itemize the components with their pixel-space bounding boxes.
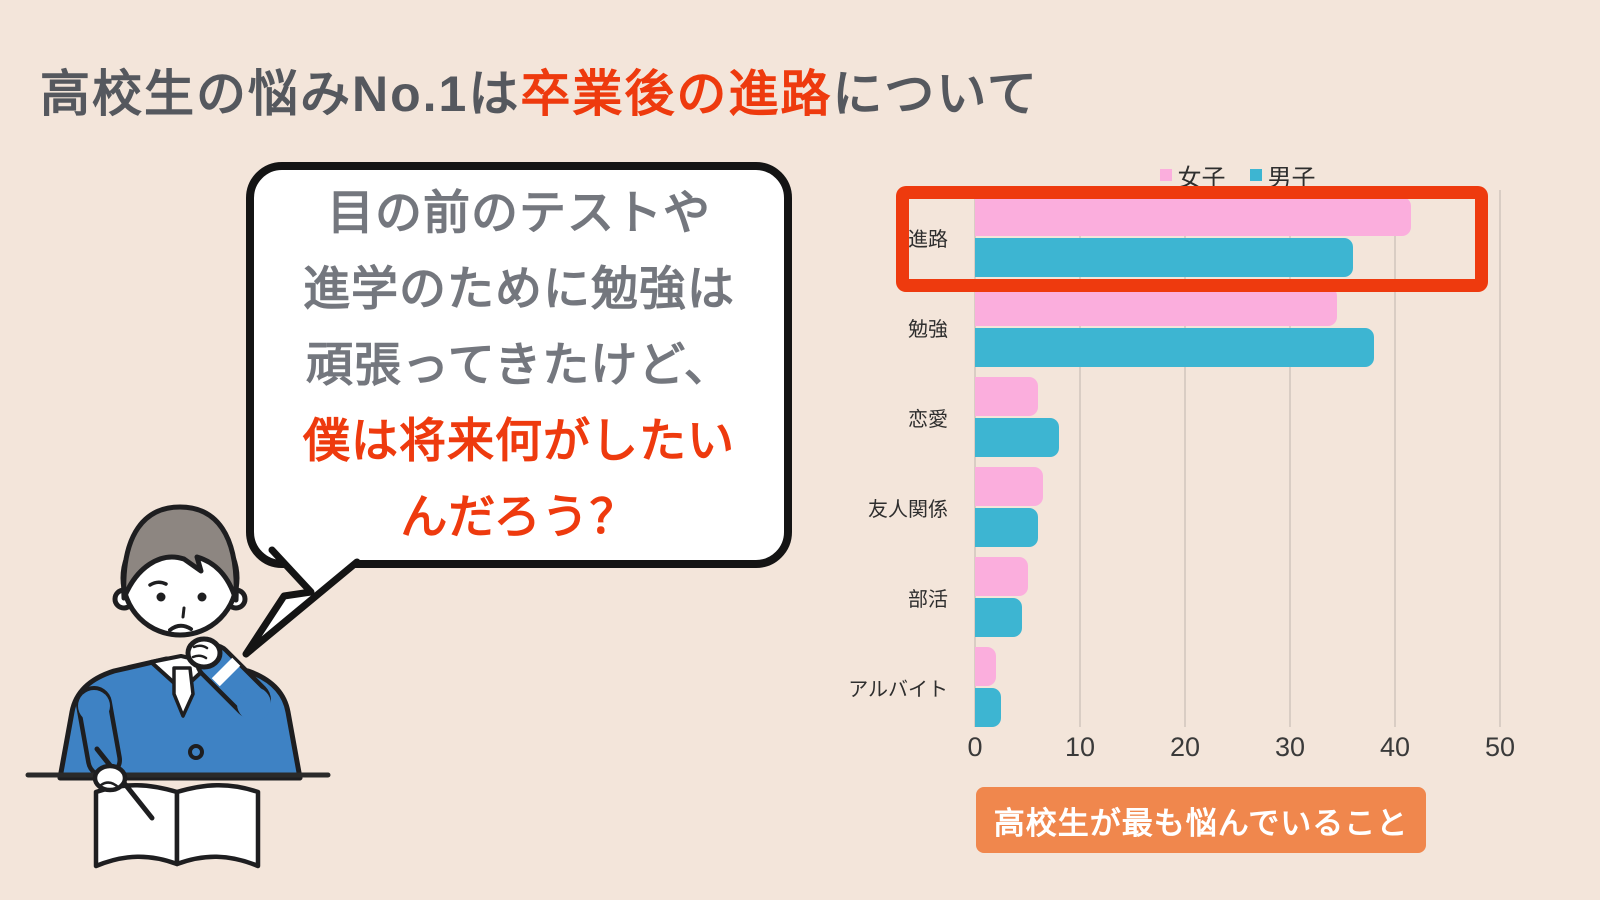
- x-tick-label: 40: [1379, 732, 1411, 762]
- caption-badge-label: 高校生が最も悩んでいること: [993, 805, 1409, 841]
- eye-right: [197, 592, 207, 602]
- gridline: [1079, 190, 1081, 727]
- speech-bubble-tail: [242, 546, 361, 658]
- bar-女子: [975, 377, 1038, 416]
- x-axis: 0 10 20 30 40 50: [967, 732, 1515, 766]
- gridline: [1394, 190, 1396, 727]
- x-tick-label: 0: [967, 732, 983, 762]
- bubble-line: 進学のために勉強は: [303, 262, 735, 315]
- title-suffix: について: [832, 65, 1039, 122]
- bar-group: [975, 287, 1500, 367]
- jacket-button: [188, 744, 204, 760]
- bar-女子: [975, 557, 1028, 596]
- bar-女子: [975, 647, 996, 686]
- girls-swatch-icon: [1159, 169, 1172, 181]
- gridline: [974, 190, 976, 727]
- x-tick-label: 50: [1484, 732, 1516, 762]
- eyebrow: [148, 580, 168, 587]
- fist-fingers: [191, 644, 209, 660]
- bar-男子: [975, 508, 1038, 547]
- category-label: 友人関係: [868, 498, 948, 521]
- plot-area: [974, 190, 1501, 727]
- caption-badge: 高校生が最も悩んでいること: [976, 787, 1426, 853]
- category-label: 進路: [908, 228, 948, 251]
- title-highlight: 卒業後の進路: [520, 65, 833, 122]
- bar-女子: [975, 197, 1411, 236]
- bar-group: [975, 467, 1500, 547]
- bubble-line: 頑張ってきたけど、: [306, 338, 732, 391]
- category-axis: 進路勉強恋愛友人関係部活アルバイト: [830, 190, 962, 727]
- bubble-line-emphasis: 僕は将来何がしたい: [303, 414, 735, 467]
- category-label: 恋愛: [908, 408, 948, 431]
- cuff: [211, 657, 241, 687]
- bar-男子: [975, 328, 1374, 367]
- bar-group: [975, 647, 1500, 727]
- category-label: アルバイト: [848, 678, 948, 701]
- fist: [185, 636, 223, 670]
- bar-男子: [975, 418, 1059, 457]
- boys-swatch-icon: [1249, 169, 1262, 181]
- title-prefix: 高校生の悩みNo.1は: [40, 65, 521, 122]
- x-tick-label: 10: [1064, 732, 1096, 762]
- highlight-box: [896, 186, 1488, 292]
- hair: [121, 504, 239, 603]
- gridline: [1184, 190, 1186, 727]
- category-label: 部活: [908, 588, 948, 611]
- bar-女子: [975, 467, 1044, 506]
- hand-fingers: [99, 781, 121, 790]
- bar-女子: [975, 287, 1338, 326]
- tie: [172, 666, 195, 718]
- nose: [181, 606, 186, 619]
- page-title: 高校生の悩みNo.1は卒業後の進路について: [40, 54, 1039, 126]
- bar-group: [975, 557, 1500, 637]
- bar-group: [975, 197, 1500, 277]
- chart-legend: 女子 男子: [975, 161, 1500, 192]
- gridline: [1289, 190, 1291, 727]
- book-right-page: [174, 783, 261, 869]
- bubble-line: 目の前のテストや: [327, 186, 711, 239]
- category-label: 勉強: [908, 318, 948, 341]
- bubble-line-emphasis: んだろう？: [400, 490, 638, 543]
- shoulder-patch-left: [78, 690, 110, 722]
- shoulder-patch: [237, 687, 271, 721]
- x-tick-label: 30: [1274, 732, 1306, 762]
- bar-group: [975, 377, 1500, 457]
- bar-男子: [975, 688, 1002, 727]
- bar-男子: [975, 598, 1023, 637]
- eye-left: [156, 592, 166, 602]
- bar-男子: [975, 238, 1353, 277]
- gridline: [1499, 190, 1501, 727]
- student-illustration: [25, 504, 331, 869]
- x-tick-label: 20: [1169, 732, 1201, 762]
- mouth: [168, 623, 193, 632]
- speech-bubble: 目の前のテストや 進学のために勉強は 頑張ってきたけど、 僕は将来何がしたい ん…: [246, 162, 792, 568]
- hand: [92, 763, 128, 793]
